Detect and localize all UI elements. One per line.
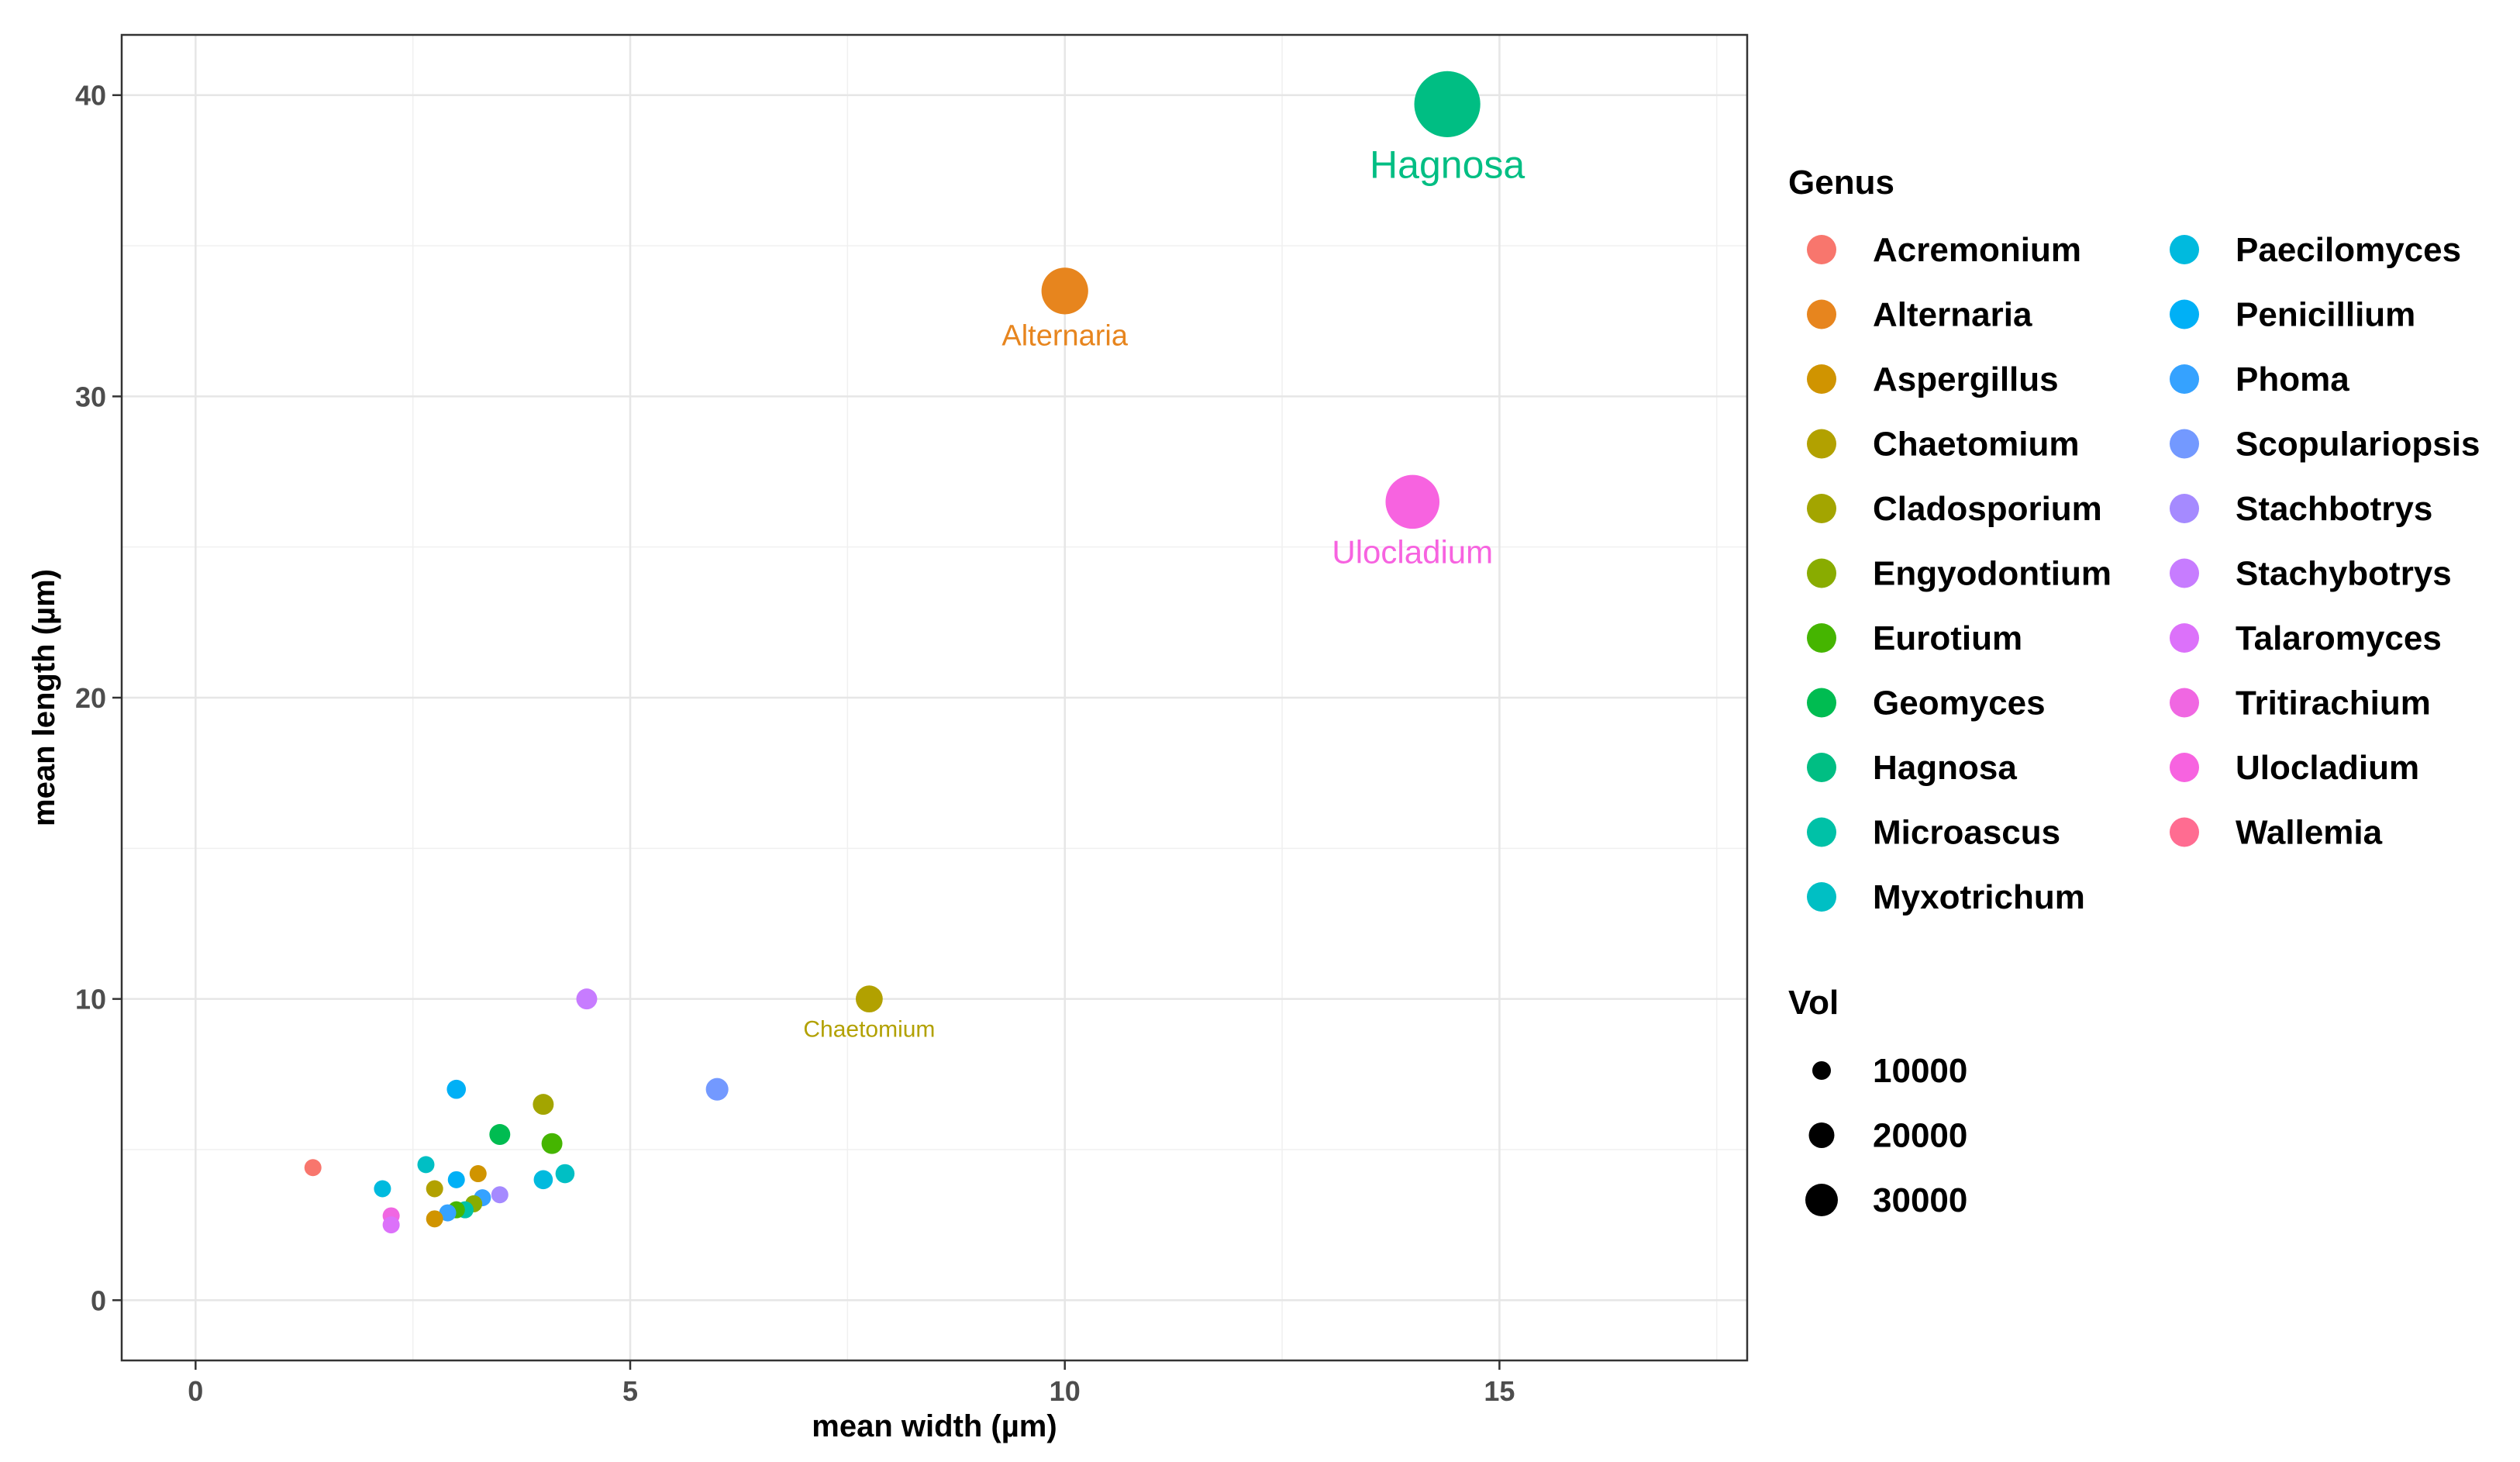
plot-panel: Hagnosa Alternaria Ulocladium Chaetomium <box>120 33 1749 1362</box>
point-label: Ulocladium <box>1332 533 1493 570</box>
legend-genus-swatch <box>2170 753 2199 782</box>
legend-vol-label: 30000 <box>1873 1181 1967 1219</box>
legend-genus-swatch <box>2170 429 2199 459</box>
data-point <box>533 1094 554 1115</box>
data-point <box>555 1164 575 1184</box>
y-tick-label: 30 <box>75 381 106 412</box>
legend-genus-swatch <box>2170 299 2199 329</box>
legend-genus-swatch <box>1807 429 1836 459</box>
data-point <box>439 1204 457 1222</box>
data-point <box>382 1216 400 1234</box>
legend-genus-label: Stachbotrys <box>2236 490 2432 528</box>
legend-genus-swatch <box>2170 817 2199 847</box>
data-point <box>417 1156 435 1174</box>
legend-genus-title: Genus <box>1788 164 1894 202</box>
legend-genus-swatch <box>2170 364 2199 394</box>
legend-genus-items: Acremonium Alternaria Aspergillus Chaetomiu… <box>1807 231 2480 916</box>
data-point <box>426 1180 443 1198</box>
x-tick-label: 15 <box>1484 1375 1515 1407</box>
legend-genus-label: Penicillium <box>2236 296 2415 334</box>
data-point <box>1414 71 1481 137</box>
y-tick-label: 10 <box>75 984 106 1015</box>
legend-genus-label: Ulocladium <box>2236 749 2419 787</box>
legend-genus-swatch <box>1807 753 1836 782</box>
legend-vol-items: 10000 20000 30000 <box>1805 1052 1967 1219</box>
y-tick-label: 40 <box>75 80 106 112</box>
data-point <box>533 1170 553 1190</box>
legend-genus-label: Eurotium <box>1873 619 2022 657</box>
legend-genus-label: Geomyces <box>1873 684 2046 722</box>
legend-genus-swatch <box>1807 235 1836 264</box>
legend-vol-swatch <box>1805 1184 1838 1216</box>
legend-genus-label: Myxotrichum <box>1873 878 2085 916</box>
legend-genus-label: Aspergillus <box>1873 360 2059 398</box>
legend-genus-swatch <box>1807 494 1836 523</box>
data-point <box>705 1078 729 1101</box>
legend: Genus Acremonium Alternaria Aspergillus Cha… <box>1788 164 2480 1219</box>
point-labels: Hagnosa Alternaria Ulocladium Chaetomium <box>803 143 1525 1042</box>
data-point <box>491 1186 508 1204</box>
legend-genus-swatch <box>1807 299 1836 329</box>
legend-genus-label: Paecilomyces <box>2236 231 2461 269</box>
x-tick-label: 5 <box>622 1375 638 1407</box>
legend-vol-swatch <box>1812 1061 1831 1080</box>
x-axis-title: mean width (µm) <box>812 1409 1057 1443</box>
legend-genus-label: Alternaria <box>1873 296 2032 334</box>
legend-genus-swatch <box>1807 558 1836 588</box>
data-point <box>426 1210 443 1228</box>
data-point <box>856 985 883 1013</box>
data-point <box>304 1159 322 1177</box>
legend-genus-label: Scopulariopsis <box>2236 426 2480 464</box>
x-tick-label: 10 <box>1050 1375 1081 1407</box>
y-tick-label: 0 <box>91 1284 106 1316</box>
point-label: Hagnosa <box>1370 143 1525 186</box>
point-label: Alternaria <box>1001 319 1128 352</box>
legend-genus-label: Engyodontium <box>1873 555 2111 593</box>
legend-genus-label: Wallemia <box>2236 814 2383 852</box>
data-point <box>489 1124 511 1145</box>
legend-genus-label: Cladosporium <box>1873 490 2102 528</box>
legend-genus-label: Microascus <box>1873 814 2060 852</box>
x-axis: 0 5 10 15 <box>188 1360 1515 1407</box>
y-axis: 0 10 20 30 40 <box>75 80 122 1316</box>
data-point <box>447 1171 465 1188</box>
data-point <box>576 988 598 1010</box>
legend-genus-label: Acremonium <box>1873 231 2081 269</box>
legend-genus-label: Stachybotrys <box>2236 555 2452 593</box>
data-point <box>374 1180 391 1198</box>
y-tick-label: 20 <box>75 682 106 714</box>
legend-genus-label: Hagnosa <box>1873 749 2017 787</box>
legend-genus-swatch <box>2170 688 2199 718</box>
legend-genus-swatch <box>1807 882 1836 912</box>
data-point <box>1385 474 1440 529</box>
data-points <box>304 71 1481 1234</box>
point-label: Chaetomium <box>803 1017 935 1043</box>
legend-genus-swatch <box>2170 558 2199 588</box>
data-point <box>469 1165 487 1183</box>
legend-genus-swatch <box>2170 235 2199 264</box>
legend-vol-swatch <box>1808 1122 1835 1148</box>
legend-vol-label: 20000 <box>1873 1117 1967 1155</box>
legend-genus-swatch <box>1807 364 1836 394</box>
legend-genus-swatch <box>1807 623 1836 653</box>
legend-vol-label: 10000 <box>1873 1052 1967 1090</box>
data-point <box>446 1079 467 1099</box>
legend-vol-title: Vol <box>1788 984 1839 1022</box>
y-axis-title: mean length (µm) <box>27 569 61 826</box>
legend-genus-label: Talaromyces <box>2236 619 2442 657</box>
legend-genus-swatch <box>2170 494 2199 523</box>
legend-genus-label: Phoma <box>2236 360 2349 398</box>
legend-genus-swatch <box>1807 688 1836 718</box>
data-point <box>1041 267 1088 315</box>
legend-genus-swatch <box>1807 817 1836 847</box>
legend-genus-label: Chaetomium <box>1873 426 2079 464</box>
legend-genus-label: Tritirachium <box>2236 684 2431 722</box>
x-tick-label: 0 <box>188 1375 203 1407</box>
data-point <box>541 1133 563 1154</box>
legend-genus-swatch <box>2170 623 2199 653</box>
